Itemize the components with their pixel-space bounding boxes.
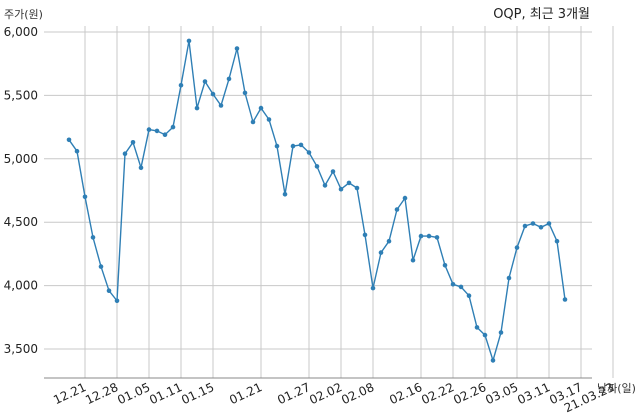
data-point: [378, 250, 384, 255]
data-point: [90, 235, 96, 240]
x-tick-label: 03.11: [515, 380, 552, 407]
data-point: [146, 127, 152, 132]
y-tick-label: 3,500: [4, 342, 38, 356]
data-point: [370, 285, 376, 291]
data-point: [194, 105, 200, 111]
x-tick-label: 01.21: [227, 380, 264, 407]
data-point: [258, 105, 264, 111]
x-axis-title: 날짜(일): [597, 381, 636, 395]
data-point: [522, 223, 528, 229]
x-tick-label: 02.08: [339, 380, 376, 407]
data-point: [242, 90, 248, 96]
data-point: [210, 91, 216, 97]
x-tick-label: 02.02: [307, 380, 344, 407]
data-point: [346, 180, 352, 186]
x-tick-label: 02.16: [387, 380, 424, 407]
data-point: [314, 164, 320, 169]
x-tick-label: 01.05: [115, 380, 152, 407]
data-point: [530, 221, 536, 226]
data-point: [82, 194, 88, 200]
data-point: [466, 293, 472, 299]
data-point: [554, 238, 560, 244]
data-point: [482, 332, 488, 338]
data-point: [106, 288, 112, 294]
data-point: [354, 185, 360, 191]
data-point: [514, 245, 520, 250]
data-point: [498, 330, 504, 335]
data-point: [426, 233, 432, 239]
y-tick-label: 4,000: [4, 279, 38, 293]
data-point: [418, 233, 424, 239]
x-tick-label: 02.22: [419, 380, 456, 407]
data-point: [138, 165, 144, 170]
data-point: [562, 297, 568, 302]
data-point: [298, 142, 304, 148]
data-point: [442, 263, 448, 268]
data-point: [450, 282, 456, 287]
data-point: [362, 232, 368, 238]
data-point: [162, 132, 168, 137]
y-tick-label: 5,500: [4, 88, 38, 102]
data-point: [122, 151, 128, 156]
data-point: [306, 150, 312, 155]
data-point: [98, 264, 104, 269]
data-point: [274, 143, 280, 149]
data-point: [66, 137, 72, 143]
data-point: [186, 38, 192, 44]
data-point: [114, 298, 120, 304]
data-point: [506, 275, 512, 281]
x-tick-label: 12.28: [83, 380, 120, 407]
x-tick-label: 03.05: [483, 380, 520, 407]
data-point: [402, 195, 408, 201]
data-point: [154, 128, 160, 134]
data-point: [290, 143, 296, 149]
data-point: [218, 103, 224, 108]
series-line: [68, 40, 566, 363]
gridlines: [44, 26, 614, 378]
data-point: [266, 117, 272, 122]
x-tick-label: 12.21: [51, 380, 88, 407]
y-axis-title: 주가(원): [4, 8, 43, 21]
series-points: [66, 38, 568, 363]
data-point: [74, 148, 80, 154]
x-tick-label: 01.27: [275, 380, 312, 407]
data-point: [330, 169, 336, 174]
x-tick-label: 01.11: [147, 380, 184, 407]
data-point: [546, 221, 552, 226]
y-tick-label: 6,000: [4, 25, 38, 39]
y-tick-label: 4,500: [4, 215, 38, 229]
data-point: [282, 192, 288, 197]
data-point: [386, 238, 392, 244]
data-point: [474, 325, 480, 330]
y-tick-label: 5,000: [4, 152, 38, 166]
data-point: [130, 140, 136, 145]
data-point: [202, 79, 208, 84]
data-point: [394, 207, 400, 212]
data-point: [226, 76, 232, 82]
data-point: [178, 83, 184, 88]
data-point: [234, 46, 240, 51]
data-point: [490, 358, 496, 363]
x-tick-label: 02.26: [451, 380, 488, 407]
chart-title: OQP, 최근 3개월: [493, 7, 590, 22]
data-point: [434, 235, 440, 240]
data-point: [458, 284, 464, 290]
data-point: [338, 186, 344, 192]
data-point: [322, 183, 328, 188]
data-point: [250, 119, 256, 125]
data-point: [538, 225, 544, 230]
x-tick-label: 01.15: [179, 380, 216, 407]
data-point: [170, 124, 176, 130]
y-axis: 3,500 4,000 4,500 5,000 5,500 6,000: [4, 25, 38, 356]
data-point: [410, 257, 416, 263]
